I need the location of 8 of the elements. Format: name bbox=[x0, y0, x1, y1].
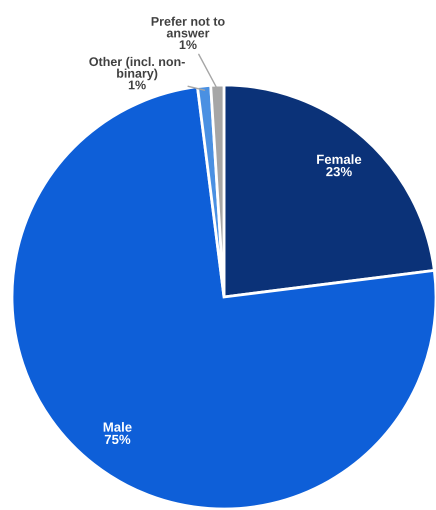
data-label: 1% bbox=[180, 40, 197, 50]
data-label: 1% bbox=[128, 80, 146, 90]
slice-label: Prefer not to answer bbox=[152, 16, 225, 38]
data-label: 23% bbox=[326, 166, 352, 176]
data-label: 75% bbox=[104, 434, 130, 444]
slice-label: Other (incl. non- binary) bbox=[89, 56, 185, 80]
slice-label: Male bbox=[104, 422, 132, 432]
slice-label: Female bbox=[317, 154, 362, 164]
